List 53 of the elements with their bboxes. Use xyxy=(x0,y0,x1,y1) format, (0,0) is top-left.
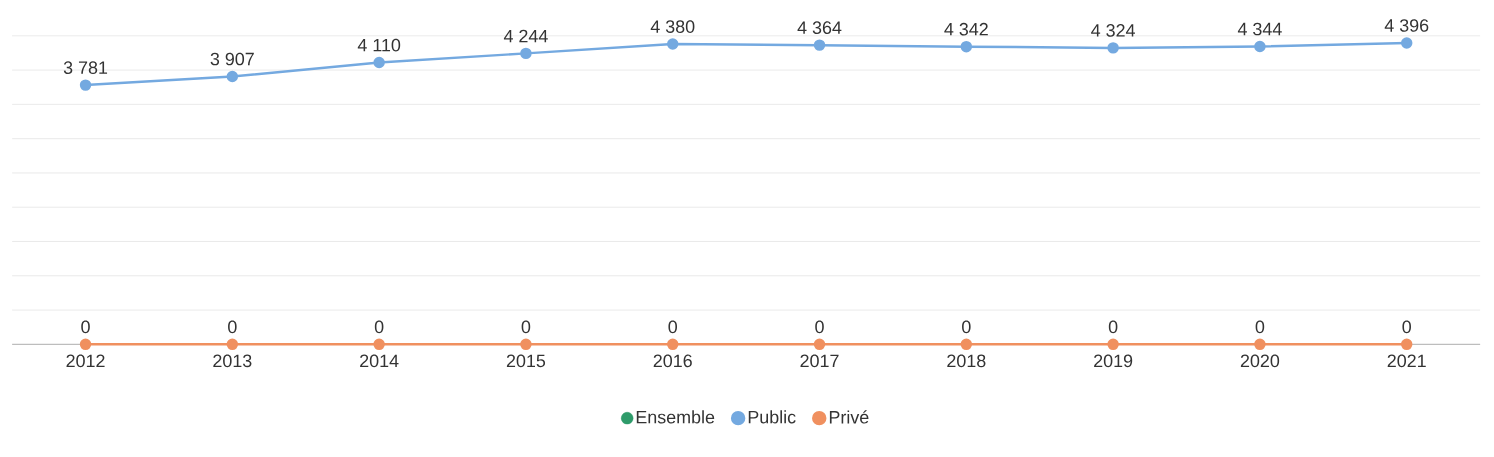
point xyxy=(813,338,826,351)
legend-label: Public xyxy=(748,410,796,424)
data-label: 4 244 xyxy=(503,29,548,43)
point xyxy=(226,70,239,83)
x-tick-label: 2013 xyxy=(213,354,252,368)
data-label: 4 396 xyxy=(1384,19,1429,32)
data-label: 0 xyxy=(815,320,824,334)
point xyxy=(1400,37,1413,49)
data-label: 4 110 xyxy=(357,38,401,52)
point xyxy=(960,41,973,53)
x-tick-label: 2019 xyxy=(1094,354,1133,368)
legend-label: Ensemble xyxy=(636,410,715,424)
point xyxy=(960,338,973,351)
data-label: 4 380 xyxy=(650,20,695,33)
point xyxy=(520,338,532,351)
x-tick-label: 2020 xyxy=(1240,354,1280,368)
data-label: 0 xyxy=(374,320,384,334)
point xyxy=(79,338,92,351)
x-tick-label: 2012 xyxy=(66,354,105,368)
data-label: 0 xyxy=(1255,320,1265,334)
data-label: 0 xyxy=(228,320,237,334)
point xyxy=(520,47,532,60)
point xyxy=(667,338,679,351)
point xyxy=(1254,40,1266,53)
data-label: 0 xyxy=(521,320,531,334)
legend-label: Privé xyxy=(829,410,869,424)
x-tick-label: 2017 xyxy=(800,354,839,368)
point xyxy=(813,39,826,51)
data-label: 4 324 xyxy=(1091,24,1135,37)
data-label: 0 xyxy=(81,320,90,334)
point xyxy=(373,338,385,351)
point xyxy=(226,338,239,351)
x-tick-label: 2015 xyxy=(506,354,546,368)
data-label: 4 342 xyxy=(944,22,988,36)
x-tick-label: 2014 xyxy=(360,354,399,368)
point xyxy=(79,79,92,91)
x-tick-label: 2016 xyxy=(653,354,692,368)
data-label: 3 907 xyxy=(210,52,254,66)
point xyxy=(373,56,385,69)
point xyxy=(1254,338,1266,351)
data-label: 0 xyxy=(1402,320,1411,334)
data-label: 3 781 xyxy=(63,61,108,75)
data-label: 0 xyxy=(668,320,678,334)
point xyxy=(667,38,679,50)
x-tick-label: 2018 xyxy=(947,354,986,368)
data-label: 4 364 xyxy=(797,21,842,35)
data-label: 0 xyxy=(962,320,971,334)
data-label: 0 xyxy=(1108,320,1118,334)
point xyxy=(1107,42,1119,54)
x-tick-label: 2021 xyxy=(1387,354,1426,368)
point xyxy=(1400,338,1413,351)
point xyxy=(1107,338,1119,351)
data-label: 4 344 xyxy=(1237,22,1282,36)
